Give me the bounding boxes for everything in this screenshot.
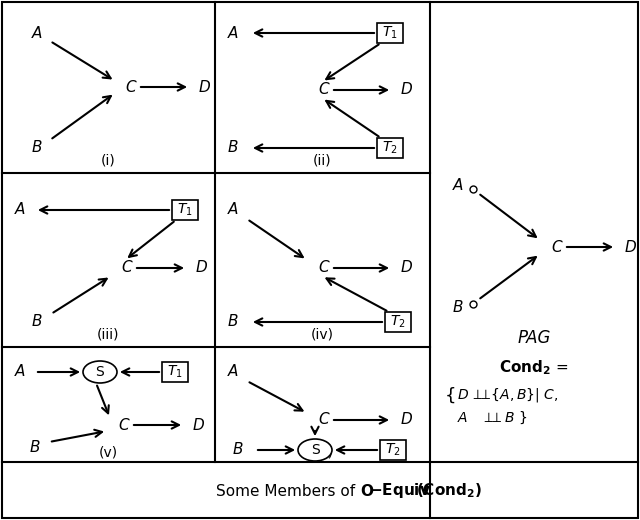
Text: $T_2$: $T_2$: [390, 314, 406, 330]
Text: PAG: PAG: [517, 329, 550, 347]
Text: $\mathbf{O}$: $\mathbf{O}$: [360, 483, 374, 499]
Text: $T_2$: $T_2$: [385, 442, 401, 458]
Text: B: B: [453, 301, 463, 316]
Text: B: B: [32, 315, 42, 330]
Text: C: C: [318, 412, 328, 427]
Text: C: C: [551, 240, 562, 254]
Text: $D\ \!\perp\!\!\!\perp\!\{A,B\}|\ C,$: $D\ \!\perp\!\!\!\perp\!\{A,B\}|\ C,$: [457, 386, 559, 404]
Text: B: B: [228, 315, 239, 330]
Text: A: A: [15, 365, 26, 380]
Text: $T_1$: $T_1$: [382, 25, 398, 41]
Ellipse shape: [298, 439, 332, 461]
Text: $\mathbf{-Equiv}$: $\mathbf{-Equiv}$: [369, 482, 431, 500]
Text: C: C: [121, 261, 132, 276]
Text: B: B: [233, 443, 243, 458]
Bar: [377, 138, 403, 158]
Bar: [162, 362, 188, 382]
Text: A: A: [15, 202, 26, 217]
Text: D: D: [401, 412, 413, 427]
Text: $T_1$: $T_1$: [167, 364, 183, 380]
Text: D: D: [401, 83, 413, 98]
Text: C: C: [318, 83, 328, 98]
Text: A: A: [453, 177, 463, 192]
Text: A: A: [228, 202, 238, 217]
Text: $\mathbf{Cond_2}$ =: $\mathbf{Cond_2}$ =: [499, 359, 569, 378]
Text: D: D: [401, 261, 413, 276]
Text: (ii): (ii): [313, 153, 332, 167]
Text: D: D: [193, 418, 205, 433]
Text: $\mathbf{(Cond_2)}$: $\mathbf{(Cond_2)}$: [416, 482, 482, 500]
Text: A: A: [228, 25, 238, 41]
Text: S: S: [95, 365, 104, 379]
Text: $A\quad\perp\!\!\!\perp B\ \}$: $A\quad\perp\!\!\!\perp B\ \}$: [457, 410, 527, 426]
Text: (iii): (iii): [97, 327, 119, 341]
Text: D: D: [199, 80, 211, 95]
Text: D: D: [625, 240, 637, 254]
Text: (v): (v): [99, 446, 118, 460]
Text: $T_2$: $T_2$: [382, 140, 398, 156]
Bar: [380, 440, 406, 460]
Text: (vi): (vi): [310, 446, 333, 460]
Text: B: B: [30, 440, 40, 456]
Text: Some Members of: Some Members of: [216, 484, 360, 499]
Bar: [172, 200, 198, 220]
Text: C: C: [125, 80, 136, 95]
Text: $\{$: $\{$: [444, 385, 455, 405]
Text: (iv): (iv): [310, 327, 333, 341]
Text: C: C: [318, 261, 328, 276]
Text: B: B: [32, 140, 42, 155]
Bar: [385, 312, 411, 332]
Text: A: A: [228, 365, 238, 380]
Text: (i): (i): [100, 153, 115, 167]
Text: B: B: [228, 140, 239, 155]
Text: A: A: [32, 25, 42, 41]
Text: C: C: [118, 418, 129, 433]
Text: $T_1$: $T_1$: [177, 202, 193, 218]
Bar: [377, 23, 403, 43]
Text: D: D: [196, 261, 208, 276]
Ellipse shape: [83, 361, 117, 383]
Text: S: S: [310, 443, 319, 457]
